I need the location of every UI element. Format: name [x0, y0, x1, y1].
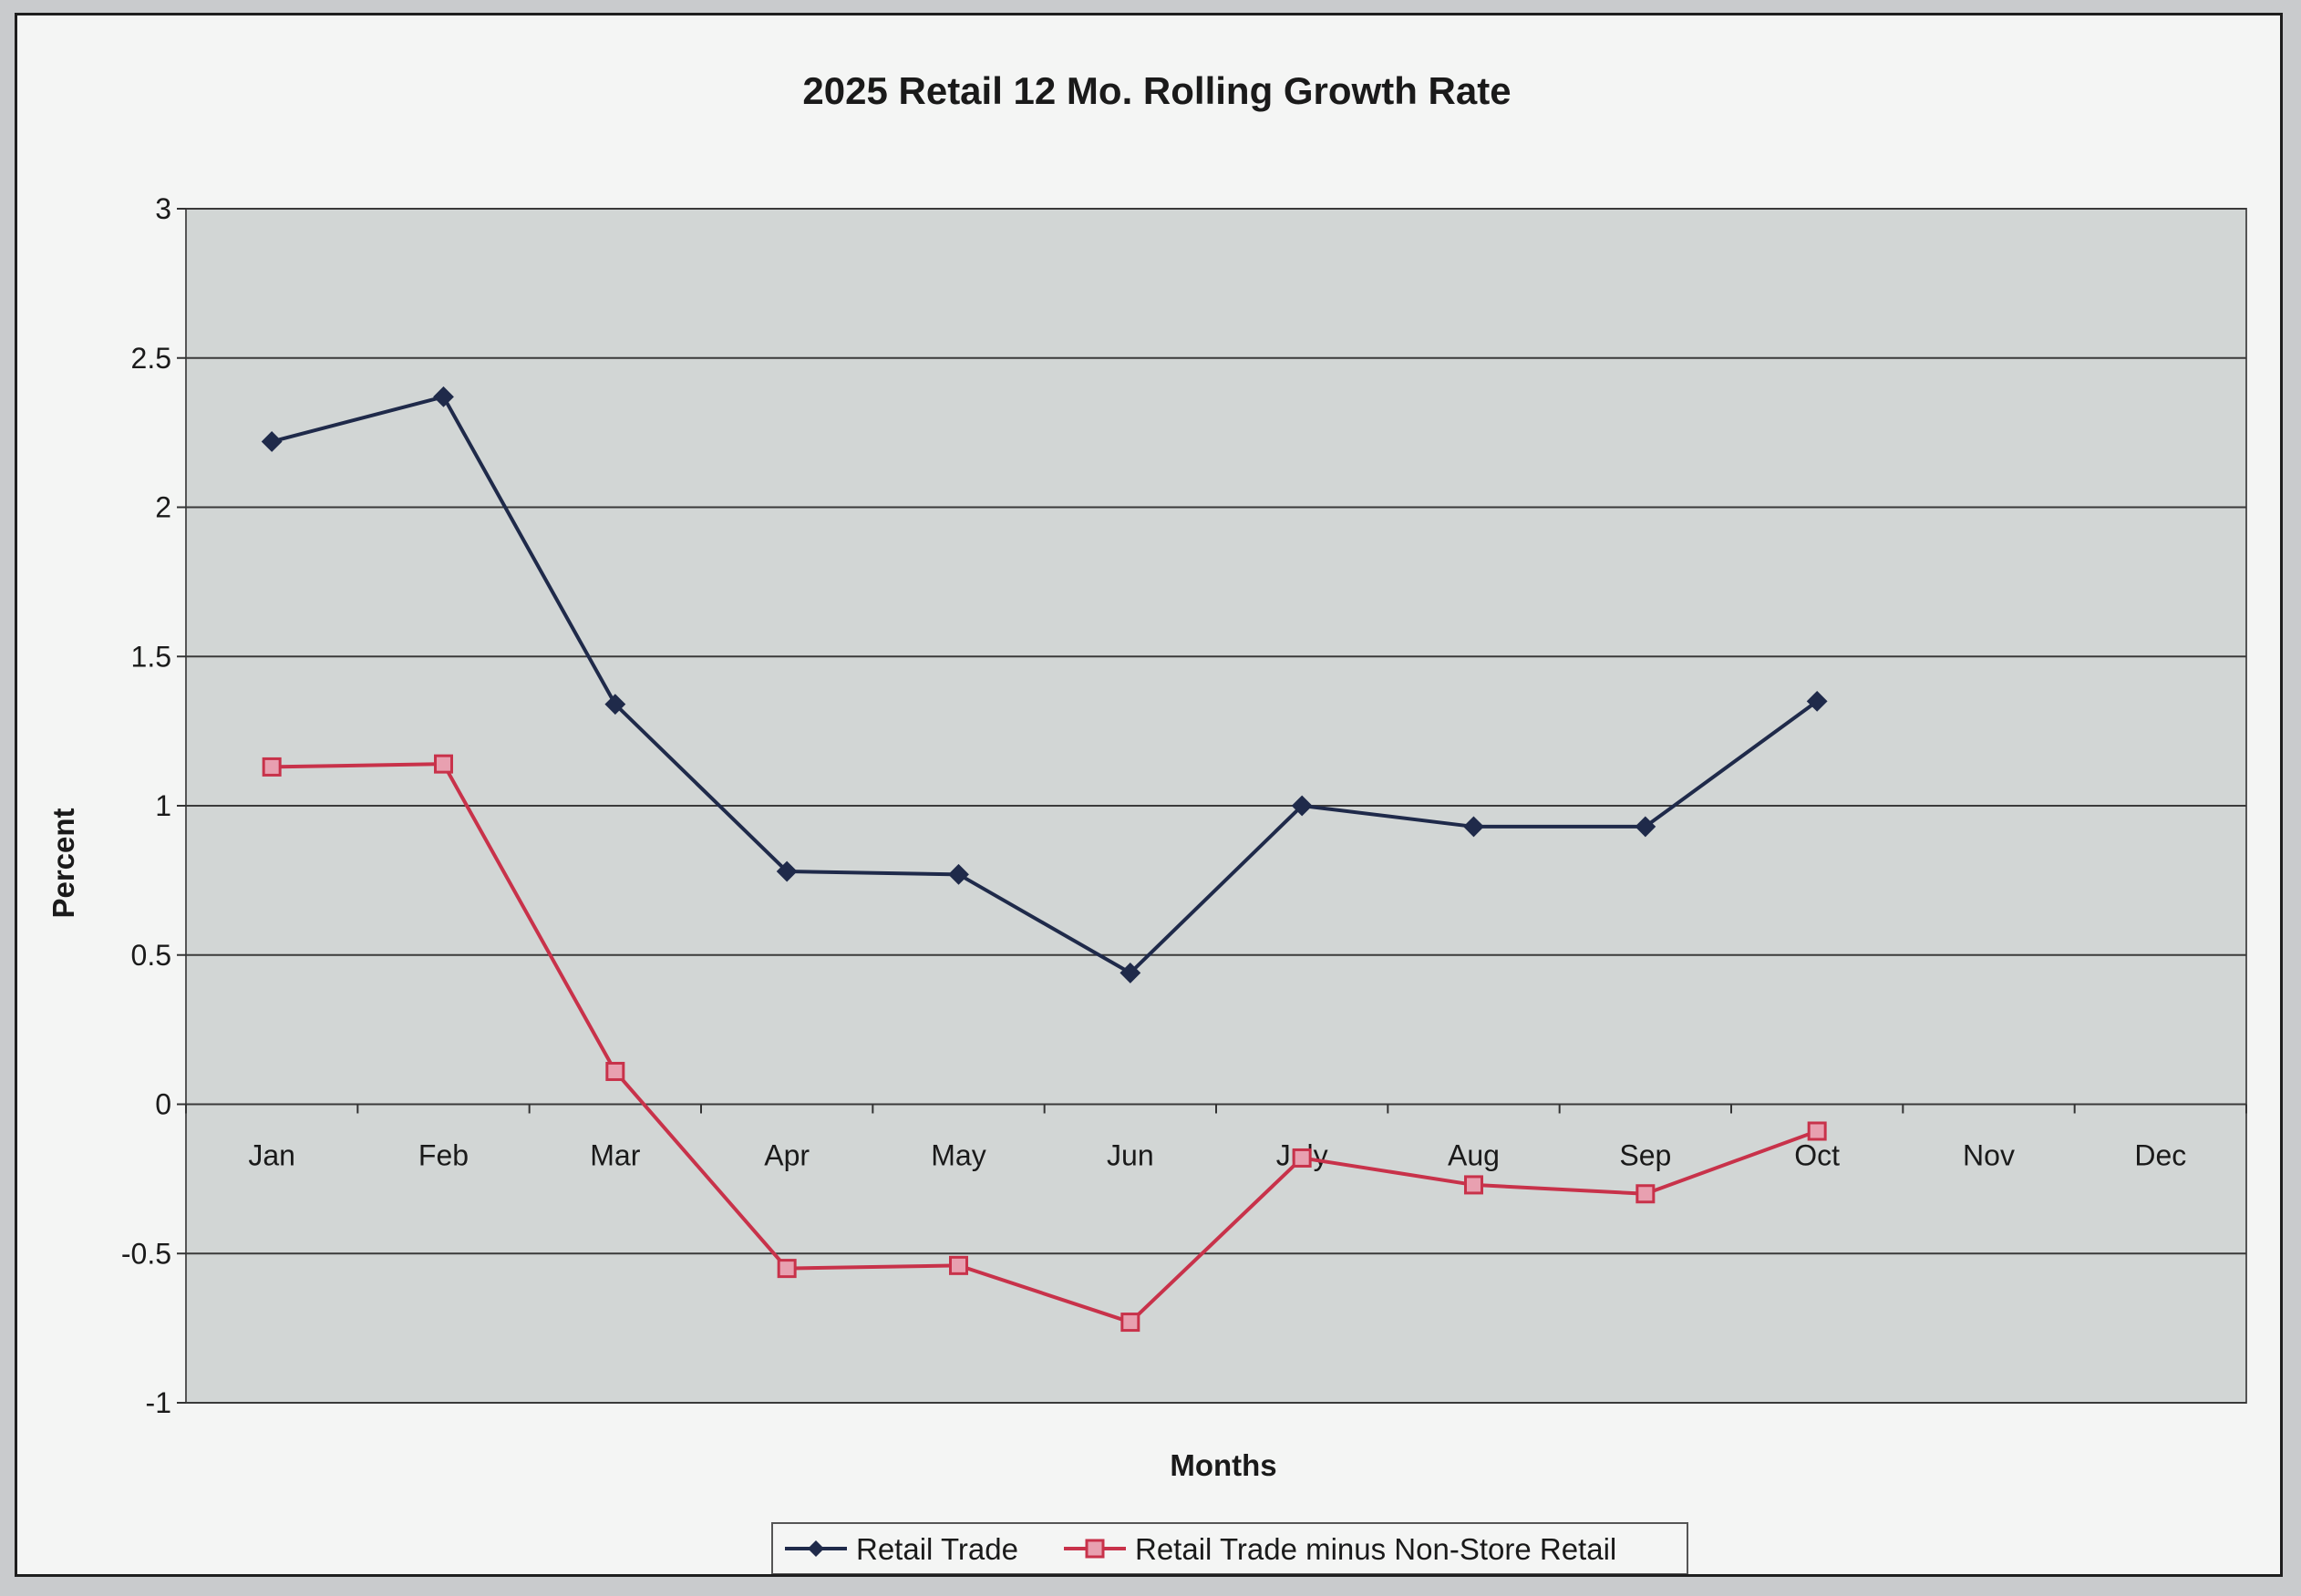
legend-label-retail-trade: Retail Trade	[856, 1532, 1018, 1566]
data-point-diamond	[433, 386, 454, 407]
data-point-square	[1635, 1184, 1656, 1204]
x-tick-label: Mar	[590, 1139, 640, 1172]
x-tick-labels: JanFebMarAprMayJunJulyAugSepOctNovDec	[248, 1139, 2186, 1172]
data-point-diamond	[604, 694, 626, 716]
chart-frame: 2025 Retail 12 Mo. Rolling Growth Rate 3…	[15, 13, 2283, 1577]
series-layer	[261, 386, 1828, 1333]
data-point-square	[949, 1255, 968, 1275]
data-point-square	[1464, 1175, 1483, 1195]
data-point-square	[605, 1061, 625, 1081]
data-point-square	[777, 1259, 797, 1279]
chart-svg: 2025 Retail 12 Mo. Rolling Growth Rate 3…	[46, 69, 2247, 1574]
data-point-diamond	[1291, 795, 1313, 817]
y-tick-label: 1.5	[131, 640, 171, 673]
y-tick-label: 2	[155, 491, 171, 524]
data-point-square	[1807, 1121, 1827, 1141]
y-axis-title: Percent	[46, 808, 80, 918]
y-tick-label: 0.5	[131, 939, 171, 972]
chart-title: 2025 Retail 12 Mo. Rolling Growth Rate	[802, 69, 1511, 112]
x-tick-label: Aug	[1448, 1139, 1500, 1172]
y-tick-label: -1	[146, 1386, 171, 1419]
legend-box	[771, 1522, 1688, 1574]
x-tick-label: May	[931, 1139, 985, 1172]
legend: Retail Trade Retail Trade minus Non-Stor…	[771, 1522, 1688, 1574]
data-point-square	[1292, 1148, 1312, 1168]
legend-marker-retail-minus-nonstore	[1085, 1539, 1105, 1559]
y-tick-label: 2.5	[131, 342, 171, 375]
data-point-diamond	[776, 860, 798, 882]
x-tick-label: Jun	[1107, 1139, 1154, 1172]
data-point-diamond	[948, 863, 969, 885]
series-line-0	[271, 394, 1819, 975]
data-point-diamond	[1635, 816, 1656, 838]
x-tick-label: Dec	[2134, 1139, 2186, 1172]
series-line-1	[272, 762, 1818, 1324]
data-point-diamond	[1463, 816, 1484, 838]
y-tick-label: 3	[155, 192, 171, 225]
data-point-square	[262, 757, 282, 777]
data-point-diamond	[261, 431, 283, 452]
x-tick-label: Nov	[1963, 1139, 2015, 1172]
legend-marker-retail-trade	[808, 1540, 824, 1557]
y-tick-label: 0	[155, 1088, 171, 1121]
x-tick-label: Apr	[764, 1139, 810, 1172]
data-point-square	[1120, 1313, 1140, 1333]
y-tick-labels: 3 2.5 2 1.5 1 0.5 0 -0.5 -1	[121, 192, 171, 1419]
legend-label-retail-minus-nonstore: Retail Trade minus Non-Store Retail	[1135, 1532, 1616, 1566]
y-tick-label: 1	[155, 789, 171, 822]
x-tick-label: Jan	[248, 1139, 295, 1172]
x-tick-label: Sep	[1619, 1139, 1671, 1172]
x-tick-label: Feb	[418, 1139, 469, 1172]
x-tick-label: Oct	[1794, 1139, 1840, 1172]
y-tick-label: -0.5	[121, 1237, 171, 1270]
gridlines	[177, 208, 2247, 1404]
data-point-square	[434, 754, 453, 774]
x-axis-title: Months	[1170, 1448, 1276, 1482]
data-point-diamond	[1806, 690, 1828, 712]
data-point-diamond	[1120, 962, 1141, 983]
